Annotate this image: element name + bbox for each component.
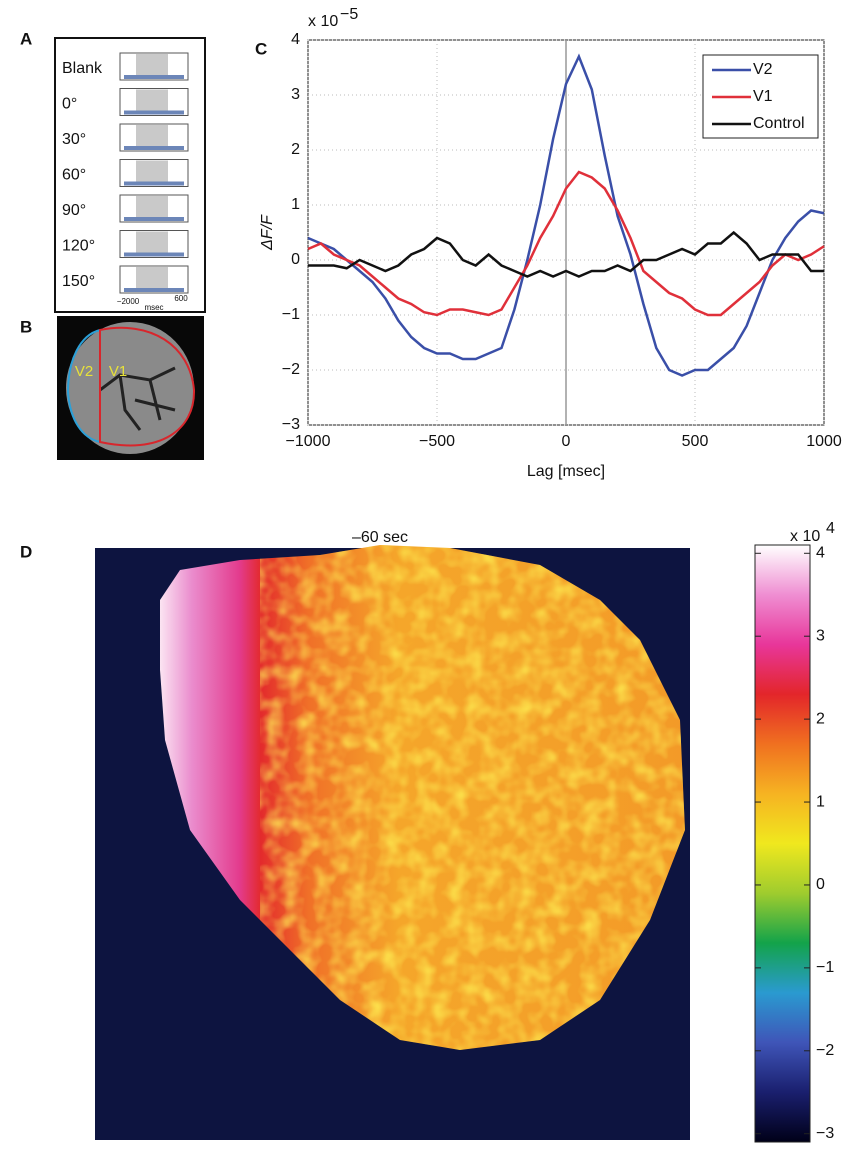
line-chart: −3 −2 −1 0 1 2 3 4 −1000 −500 0 500 1000 Lag [msec] ΔF… — [259, 6, 842, 480]
stim-window — [136, 231, 168, 257]
panel-a: Blank 0° 30° 60° 90° 120° 150° — [62, 52, 189, 294]
legend-label: V2 — [753, 61, 773, 78]
v1-outline — [99, 326, 196, 447]
panel-label: B — [20, 317, 32, 336]
panel-label: D — [20, 542, 32, 561]
brain — [66, 322, 194, 454]
y-exponent: x 10 — [308, 13, 338, 30]
row-label: 90° — [62, 202, 86, 219]
legend-label: Control — [753, 115, 805, 132]
row-label: 0° — [62, 96, 77, 113]
y-tick-label: 0 — [291, 251, 300, 268]
activity — [124, 217, 184, 221]
series-line — [307, 53, 825, 377]
y-tick-label: −3 — [282, 416, 300, 433]
heatmap-region — [160, 545, 685, 1050]
colorbar-tick-label: −1 — [816, 959, 834, 976]
axis-label: −2000 — [117, 297, 140, 306]
activity — [124, 146, 184, 150]
activity — [124, 181, 184, 186]
heatmap-texture — [260, 545, 685, 1050]
axis-unit: msec — [144, 303, 163, 312]
y-axis-label: ΔF/F — [259, 214, 276, 251]
row-label: Blank — [62, 60, 103, 77]
row-label: 60° — [62, 167, 86, 184]
panel-label: A — [20, 29, 32, 48]
y-tick-label: 2 — [291, 141, 300, 158]
colorbar-exponent-power: 4 — [826, 520, 835, 537]
activity — [124, 110, 184, 115]
row-label: 30° — [62, 131, 86, 148]
y-tick-label: 1 — [291, 196, 300, 213]
stim-window — [136, 196, 168, 221]
colorbar-tick-label: 4 — [816, 545, 825, 562]
y-tick-label: −2 — [282, 361, 300, 378]
x-axis-label: Lag [msec] — [527, 463, 605, 480]
axis-label: 600 — [174, 294, 188, 303]
y-tick-label: −1 — [282, 306, 300, 323]
colorbar-tick-label: −2 — [816, 1042, 834, 1059]
y-exponent-power: −5 — [340, 6, 358, 23]
x-tick-label: −500 — [419, 433, 455, 450]
x-tick-label: 0 — [562, 433, 571, 450]
row-label: 120° — [62, 238, 95, 255]
colorbar-tick-label: −3 — [816, 1125, 834, 1142]
region-label: V1 — [109, 363, 127, 380]
colorbar-tick-label: 1 — [816, 793, 825, 810]
vessels — [99, 366, 176, 431]
panel-a-frame — [54, 37, 206, 313]
series-line — [308, 230, 824, 278]
region-label: V2 — [75, 363, 93, 380]
row-label: 150° — [62, 273, 95, 290]
stim-window — [136, 160, 168, 186]
legend-label: V1 — [753, 88, 773, 105]
x-tick-label: 1000 — [806, 433, 842, 450]
activity — [124, 288, 184, 292]
stim-window — [136, 125, 168, 150]
series-line — [307, 170, 825, 317]
v2-outline — [66, 329, 101, 443]
y-tick-label: 4 — [291, 31, 300, 48]
stim-window — [136, 54, 168, 79]
activity — [124, 252, 184, 257]
colorbar-tick-label: 0 — [816, 876, 825, 893]
y-tick-label: 3 — [291, 86, 300, 103]
colorbar-exponent: x 10 — [790, 528, 820, 545]
x-tick-label: −1000 — [286, 433, 331, 450]
heatmap-title: –60 sec — [352, 529, 408, 546]
colorbar-tick-label: 2 — [816, 710, 825, 727]
x-tick-label: 500 — [682, 433, 709, 450]
colorbar — [754, 544, 811, 1143]
activity — [124, 75, 184, 79]
stim-window — [136, 89, 168, 115]
panel-label: C — [255, 39, 267, 58]
colorbar-tick-label: 3 — [816, 627, 825, 644]
stim-window — [136, 267, 168, 292]
